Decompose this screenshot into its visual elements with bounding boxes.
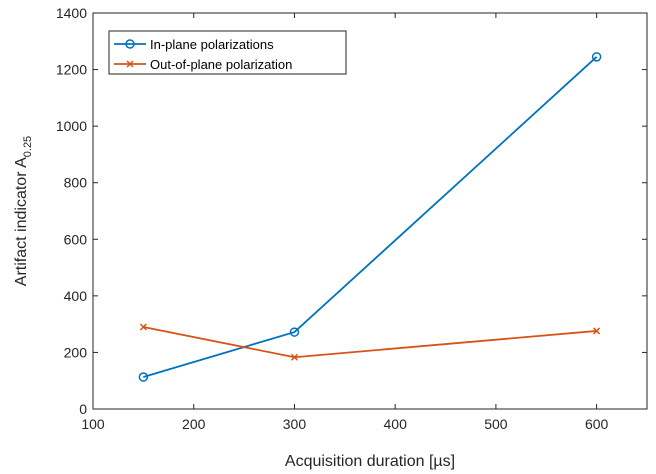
x-tick-label: 600 — [585, 416, 609, 432]
y-axis-label: Artifact indicator A0.25 — [13, 136, 34, 286]
legend-item-2: Out-of-plane polarization — [114, 57, 292, 72]
y-tick-label: 400 — [64, 288, 88, 304]
x-axis-label: Acquisition duration [µs] — [285, 453, 455, 470]
legend-marker-stroke — [126, 60, 134, 68]
series-1-point — [591, 52, 602, 62]
y-axis-label-main: Artifact indicator A — [13, 157, 30, 286]
y-tick-label: 1400 — [56, 5, 87, 21]
y-tick-label: 600 — [64, 231, 88, 247]
y-tick-label: 0 — [79, 401, 87, 417]
x-tick-label: 300 — [283, 416, 307, 432]
axis-ticks: 100 200 300 400 500 600 0 200 400 600 800 1000 1200 1… — [56, 5, 647, 432]
series-1-line — [143, 56, 598, 378]
y-axis-label-subscript: 0.25 — [22, 136, 34, 157]
series-layer — [138, 52, 602, 382]
x-tick-label: 100 — [81, 416, 105, 432]
series-2-point — [593, 327, 601, 335]
legend-item-1: In-plane polarizations — [114, 37, 274, 52]
series-2-point-stroke — [593, 327, 601, 335]
series-2-point — [139, 323, 147, 331]
legend-marker — [125, 39, 135, 49]
series-2-point-stroke — [139, 323, 147, 331]
legend-label: In-plane polarizations — [150, 37, 274, 52]
axes-box — [92, 12, 648, 410]
plot-area — [92, 12, 648, 410]
y-tick-label: 1200 — [56, 62, 87, 78]
x-tick-label: 200 — [182, 416, 206, 432]
series-1 — [138, 52, 602, 382]
x-tick-label: 400 — [384, 416, 408, 432]
legend: In-plane polarizations Out-of-plane polar… — [108, 30, 347, 75]
legend-label: Out-of-plane polarization — [150, 57, 292, 72]
x-tick-label: 500 — [484, 416, 508, 432]
series-1-point — [138, 372, 149, 382]
legend-marker — [126, 60, 134, 68]
series-2-point-stroke — [290, 353, 298, 361]
y-tick-label: 1000 — [56, 118, 87, 134]
legend-box — [108, 30, 347, 75]
series-2 — [139, 323, 601, 361]
y-tick-label: 800 — [64, 175, 88, 191]
series-2-point — [290, 353, 298, 361]
series-1-point — [289, 327, 300, 337]
y-tick-label: 200 — [64, 344, 88, 360]
